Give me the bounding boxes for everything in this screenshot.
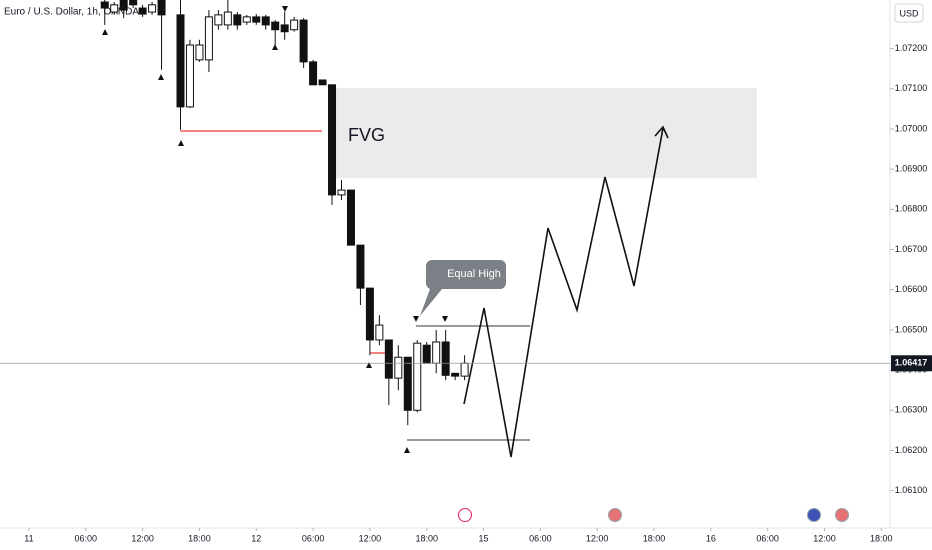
x-tick-label: 12:00 (813, 533, 836, 543)
y-tick-label: 1.06300 (895, 405, 928, 415)
candle-body (422, 344, 431, 364)
y-tick-label: 1.06500 (895, 324, 928, 334)
candle-body (309, 61, 318, 86)
candle-body (242, 16, 251, 23)
candle-body (451, 372, 460, 377)
candle-body (185, 44, 194, 108)
candle-body (441, 341, 450, 376)
y-tick-label: 1.07100 (895, 83, 928, 93)
y-tick-label: 1.06900 (895, 164, 928, 174)
candle-body (233, 14, 242, 26)
last-price-label: 1.06417 (895, 358, 928, 368)
candle-body (214, 14, 223, 26)
candle-body (346, 189, 355, 246)
candle-body (337, 189, 346, 196)
projection-path (463, 127, 664, 458)
candle-body (195, 44, 204, 61)
x-tick-label: 11 (24, 533, 33, 543)
x-tick-label: 18:00 (415, 533, 438, 543)
candle-body (403, 356, 412, 411)
candle-body (129, 0, 138, 6)
event-icon[interactable] (458, 508, 472, 522)
candle-body (204, 16, 213, 61)
chart-title: Euro / U.S. Dollar, 1h, OANDA (4, 7, 139, 18)
candle-body (384, 339, 393, 379)
event-icon[interactable] (835, 508, 849, 522)
fvg-zone (330, 88, 757, 178)
candle-body (100, 1, 109, 9)
projection-arrow (654, 125, 669, 139)
candle-body (328, 84, 337, 196)
x-tick-label: 12:00 (586, 533, 609, 543)
candle-body (261, 16, 270, 26)
fvg-label: FVG (348, 125, 385, 145)
candle-body (299, 19, 308, 63)
callout-label: Equal High (447, 268, 501, 280)
x-tick-label: 06:00 (75, 533, 98, 543)
currency-label: USD (899, 8, 919, 18)
candle-body (223, 11, 232, 26)
candle-body (394, 356, 403, 379)
candle-body (157, 0, 166, 16)
candle-body (460, 362, 469, 377)
candle-body (148, 4, 157, 13)
x-tick-label: 12:00 (359, 533, 382, 543)
x-tick-label: 18:00 (643, 533, 666, 543)
event-icon[interactable] (608, 508, 622, 522)
y-tick-label: 1.06200 (895, 445, 928, 455)
event-icon[interactable] (807, 508, 821, 522)
candle-body (138, 7, 147, 15)
x-tick-label: 06:00 (756, 533, 779, 543)
candle-body (318, 79, 327, 86)
y-tick-label: 1.07200 (895, 43, 928, 53)
x-tick-label: 18:00 (188, 533, 211, 543)
last-price-box (891, 355, 932, 372)
candle-body (176, 14, 185, 108)
y-tick-label: 1.06600 (895, 284, 928, 294)
currency-box[interactable] (894, 3, 924, 23)
x-tick-label: 15 (479, 533, 489, 543)
y-tick-label: 1.06700 (895, 244, 928, 254)
x-tick-label: 16 (706, 533, 716, 543)
marks (100, 0, 469, 426)
y-tick-label: 1.07000 (895, 123, 928, 133)
x-tick-label: 12:00 (131, 533, 154, 543)
candle-body (290, 19, 299, 31)
x-tick-label: 06:00 (529, 533, 552, 543)
candle-body (413, 342, 422, 411)
y-tick-label: 1.06100 (895, 485, 928, 495)
y-tick-label: 1.06800 (895, 204, 928, 214)
candle-body (365, 287, 374, 341)
candle-body (252, 16, 261, 23)
candle-body (110, 4, 119, 13)
candle-body (432, 341, 441, 364)
x-tick-label: 12 (251, 533, 261, 543)
candle-body (356, 244, 365, 289)
candle-body (280, 24, 289, 33)
candle-body (119, 0, 128, 11)
callout (420, 260, 506, 316)
candle-body (271, 21, 280, 31)
x-tick-label: 18:00 (870, 533, 893, 543)
x-tick-label: 06:00 (302, 533, 325, 543)
candle-body (375, 324, 384, 341)
